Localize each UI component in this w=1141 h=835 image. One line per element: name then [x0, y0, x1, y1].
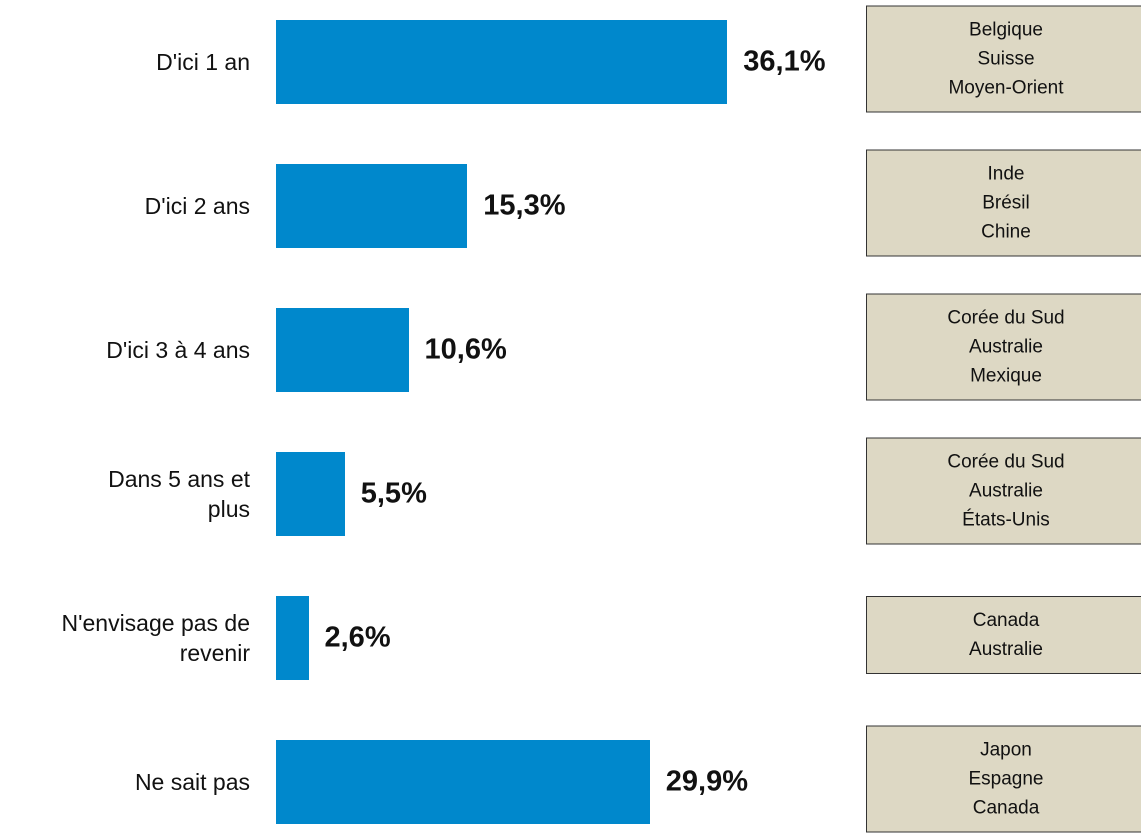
- bar: [276, 740, 650, 824]
- category-label: D'ici 1 an: [156, 49, 250, 75]
- bar: [276, 20, 728, 104]
- annotation-text: Belgique: [969, 19, 1043, 41]
- value-label: 5,5%: [360, 477, 427, 510]
- category-label: Dans 5 ans et plus: [108, 466, 250, 522]
- annotation-text: Brésil: [982, 192, 1030, 214]
- value-label: 29,9%: [665, 765, 748, 798]
- value-label: 36,1%: [743, 45, 826, 78]
- bar: [276, 596, 309, 680]
- annotation-box: Corée du Sud Australie États-Unis: [866, 437, 1141, 545]
- annotation-text: Espagne: [968, 768, 1044, 790]
- annotation-text: Corée du Sud: [947, 307, 1065, 329]
- annotation-text: Corée du Sud: [947, 451, 1065, 473]
- annotation-box: Japon Espagne Canada: [866, 725, 1141, 833]
- annotation-box: Inde Brésil Chine: [866, 149, 1141, 257]
- annotation-text: Canada: [972, 797, 1040, 819]
- bar: [276, 164, 468, 248]
- annotation-text: Australie: [969, 336, 1043, 358]
- annotation-box: Canada Australie: [866, 596, 1141, 674]
- value-label: 2,6%: [324, 621, 391, 654]
- annotation-box: Corée du Sud Australie Mexique: [866, 293, 1141, 401]
- annotation-text: Inde: [987, 163, 1025, 185]
- category-label: Ne sait pas: [134, 769, 250, 795]
- category-label: N'envisage pas de revenir: [61, 610, 250, 666]
- value-label: 10,6%: [424, 333, 507, 366]
- category-label: D'ici 2 ans: [144, 193, 250, 219]
- annotation-text: Moyen-Orient: [948, 77, 1064, 99]
- annotation-text: Chine: [981, 221, 1031, 243]
- annotation-text: Australie: [969, 480, 1043, 502]
- category-label: D'ici 3 à 4 ans: [106, 337, 250, 363]
- annotation-text: Mexique: [970, 365, 1042, 387]
- annotation-text: États-Unis: [962, 509, 1050, 531]
- annotation-text: Suisse: [977, 48, 1035, 70]
- bar: [276, 308, 409, 392]
- annotation-box: Belgique Suisse Moyen-Orient: [866, 5, 1141, 113]
- annotation-text: Australie: [969, 639, 1043, 660]
- bar: [276, 452, 345, 536]
- annotation-text: Canada: [972, 610, 1040, 631]
- value-label: 15,3%: [483, 189, 566, 222]
- annotation-text: Japon: [980, 739, 1032, 761]
